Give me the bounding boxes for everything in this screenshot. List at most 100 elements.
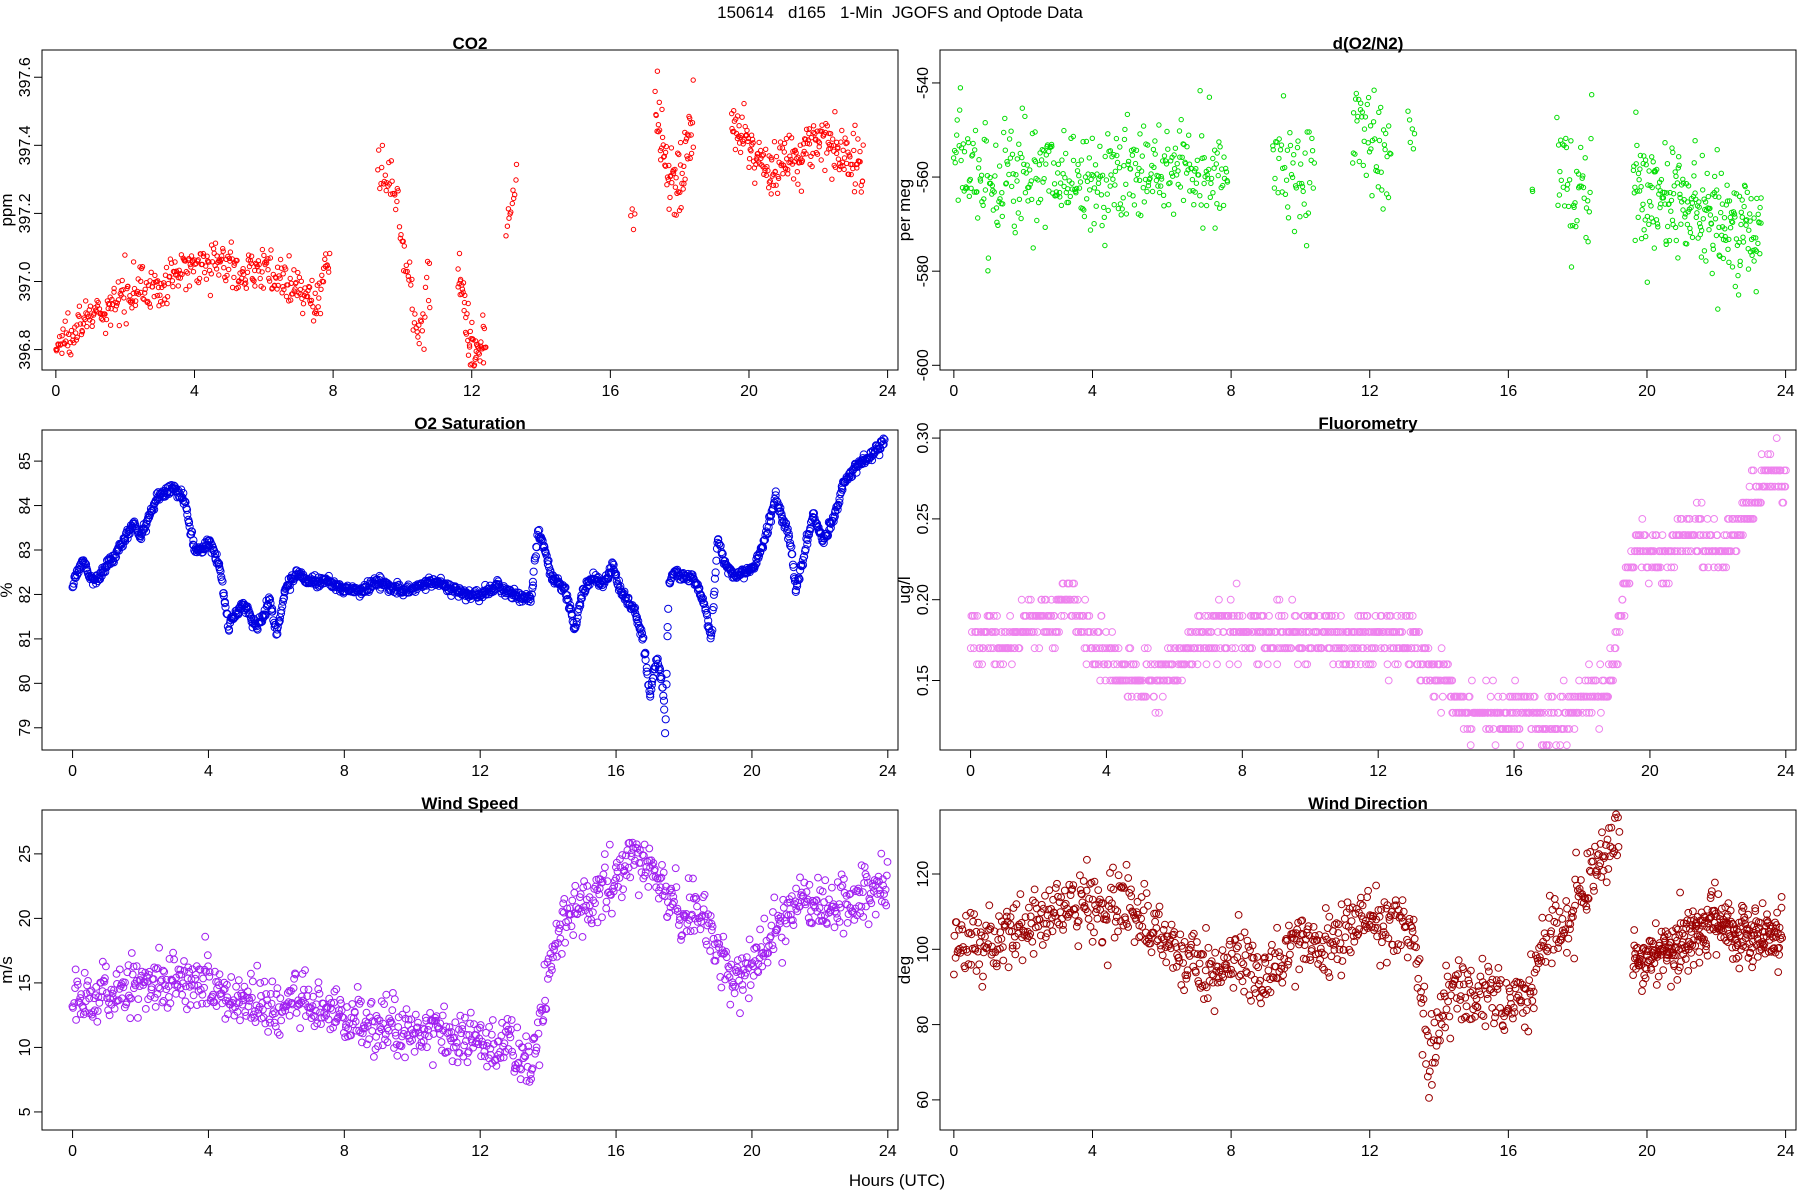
point-do2n2: [1175, 168, 1181, 174]
point-co2: [234, 257, 240, 264]
point-do2n2: [1291, 228, 1298, 235]
point-do2n2: [1380, 206, 1386, 212]
point-fluor: [1132, 660, 1140, 669]
point-fluor: [1265, 612, 1273, 620]
point-do2n2: [1043, 152, 1050, 158]
point-co2: [266, 278, 273, 284]
point-do2n2: [1156, 122, 1162, 128]
point-o2sat: [161, 492, 170, 501]
panel-title-o2sat: O2 Saturation: [414, 414, 525, 433]
point-co2: [676, 207, 683, 214]
point-do2n2: [980, 202, 986, 209]
point-do2n2: [1716, 224, 1722, 231]
point-fluor: [1089, 628, 1098, 636]
point-do2n2: [1751, 215, 1757, 221]
point-fluor: [1560, 725, 1568, 733]
point-do2n2: [993, 142, 999, 148]
point-do2n2: [1123, 181, 1129, 188]
point-fluor: [1714, 563, 1723, 572]
point-co2: [280, 271, 286, 277]
point-o2sat: [585, 580, 594, 590]
point-o2sat: [111, 553, 120, 563]
point-fluor: [1127, 660, 1135, 669]
point-windspeed: [365, 1035, 374, 1043]
point-co2: [471, 362, 478, 368]
point-fluor: [999, 660, 1008, 669]
point-windspeed: [264, 1028, 273, 1036]
point-co2: [310, 318, 317, 324]
point-co2: [416, 322, 422, 328]
point-do2n2: [1739, 197, 1745, 203]
point-co2: [688, 132, 694, 138]
point-co2: [243, 280, 249, 286]
point-o2sat: [182, 505, 192, 514]
point-do2n2: [1018, 215, 1024, 222]
point-windspeed: [196, 966, 205, 974]
point-windspeed: [203, 951, 212, 960]
point-fluor: [1638, 515, 1647, 523]
point-do2n2: [1356, 158, 1363, 165]
point-fluor: [1763, 482, 1771, 491]
point-o2sat: [581, 587, 590, 596]
point-do2n2: [1729, 218, 1735, 225]
point-do2n2: [1138, 168, 1145, 174]
point-fluor: [1618, 595, 1627, 604]
point-fluor: [1700, 563, 1708, 572]
point-do2n2: [1306, 129, 1312, 135]
point-fluor: [1082, 660, 1091, 669]
point-co2: [810, 123, 817, 129]
point-do2n2: [1076, 173, 1082, 179]
panel-title-windspeed: Wind Speed: [421, 794, 518, 813]
point-co2: [102, 311, 108, 317]
point-fluor: [1778, 482, 1787, 491]
point-do2n2: [1214, 150, 1220, 156]
point-co2: [203, 276, 210, 282]
point-fluor: [1604, 660, 1613, 669]
point-co2: [409, 306, 415, 312]
point-windspeed: [485, 1023, 494, 1031]
point-fluor: [1667, 547, 1676, 556]
point-co2: [673, 175, 679, 181]
point-co2: [758, 147, 764, 154]
point-do2n2: [1580, 173, 1586, 179]
point-windspeed: [200, 983, 209, 992]
point-windspeed: [73, 980, 82, 989]
ytick-label-fluor: 0.25: [915, 503, 932, 534]
point-do2n2: [1563, 144, 1570, 151]
point-fluor: [1006, 612, 1014, 620]
point-co2: [320, 279, 327, 285]
point-fluor: [1331, 612, 1340, 620]
point-windspeed: [332, 985, 341, 994]
point-co2: [669, 180, 675, 186]
point-co2: [183, 286, 189, 293]
point-windspeed: [349, 1020, 357, 1029]
point-windspeed: [83, 981, 91, 990]
point-do2n2: [1634, 142, 1640, 149]
point-fluor: [1101, 676, 1110, 685]
point-co2: [835, 156, 842, 162]
point-fluor: [1467, 725, 1476, 733]
point-fluor: [1548, 692, 1557, 701]
point-fluor: [1317, 644, 1326, 653]
point-o2sat: [699, 598, 708, 608]
point-o2sat: [531, 552, 541, 561]
point-do2n2: [1120, 195, 1126, 201]
point-fluor: [1494, 692, 1502, 701]
point-fluor: [1644, 579, 1653, 588]
point-do2n2: [1572, 200, 1578, 206]
point-windspeed: [172, 989, 180, 998]
point-co2: [165, 280, 172, 287]
point-fluor: [1496, 708, 1505, 717]
point-fluor: [1482, 725, 1490, 733]
point-do2n2: [1654, 221, 1661, 227]
point-co2: [463, 331, 470, 337]
point-do2n2: [1650, 159, 1656, 165]
point-do2n2: [1049, 143, 1055, 150]
point-co2: [456, 250, 463, 257]
point-do2n2: [1735, 292, 1742, 298]
point-co2: [800, 141, 807, 147]
point-do2n2: [1203, 202, 1210, 209]
point-co2: [475, 350, 481, 356]
point-o2sat: [272, 630, 281, 639]
